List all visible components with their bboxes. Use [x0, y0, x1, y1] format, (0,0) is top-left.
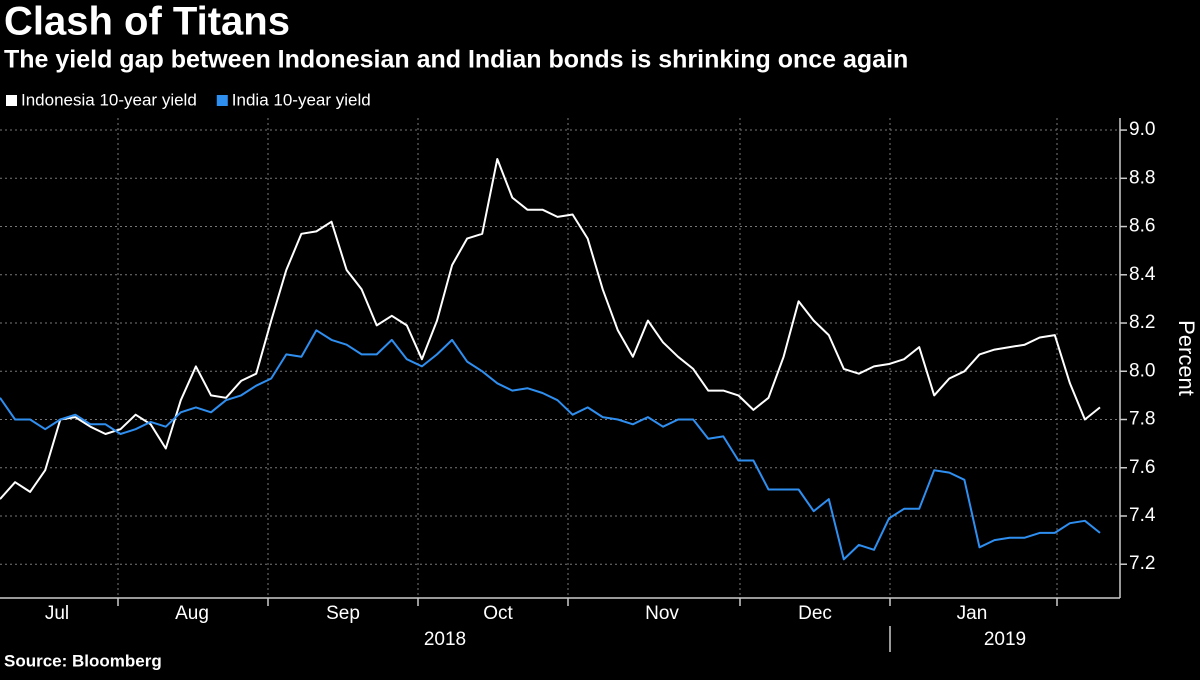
x-tick-label: Dec [798, 603, 832, 624]
series-line [0, 158, 1101, 500]
y-tick-label: 7.8 [1129, 409, 1155, 430]
legend-swatch [6, 95, 17, 106]
x-tick-label: Sep [326, 603, 360, 624]
y-tick-label: 9.0 [1129, 119, 1155, 140]
y-axis-label: Percent [1174, 320, 1199, 396]
x-tick-label: Oct [483, 603, 513, 624]
y-tick-label: 7.6 [1129, 457, 1155, 478]
x-tick-label: Aug [175, 603, 209, 624]
year-label: 2018 [424, 629, 466, 650]
legend-label: Indonesia 10-year yield [21, 90, 197, 109]
y-tick-label: 8.6 [1129, 216, 1155, 237]
y-tick-label: 8.8 [1129, 167, 1155, 188]
chart-subtitle: The yield gap between Indonesian and Ind… [4, 46, 908, 74]
y-tick-label: 8.0 [1129, 360, 1155, 381]
series-line [0, 329, 1101, 561]
year-label: 2019 [984, 629, 1026, 650]
legend-swatch [216, 95, 228, 106]
source-note: Source: Bloomberg [4, 651, 162, 670]
x-tick-label: Jan [957, 603, 988, 624]
y-tick-label: 7.4 [1129, 505, 1156, 526]
x-tick-label: Nov [645, 603, 679, 624]
y-tick-label: 8.2 [1129, 312, 1155, 333]
y-tick-label: 7.2 [1129, 553, 1155, 574]
legend-label: India 10-year yield [232, 90, 371, 109]
x-tick-label: Jul [45, 603, 69, 624]
y-tick-label: 8.4 [1129, 264, 1156, 285]
chart-title: Clash of Titans [4, 0, 290, 44]
